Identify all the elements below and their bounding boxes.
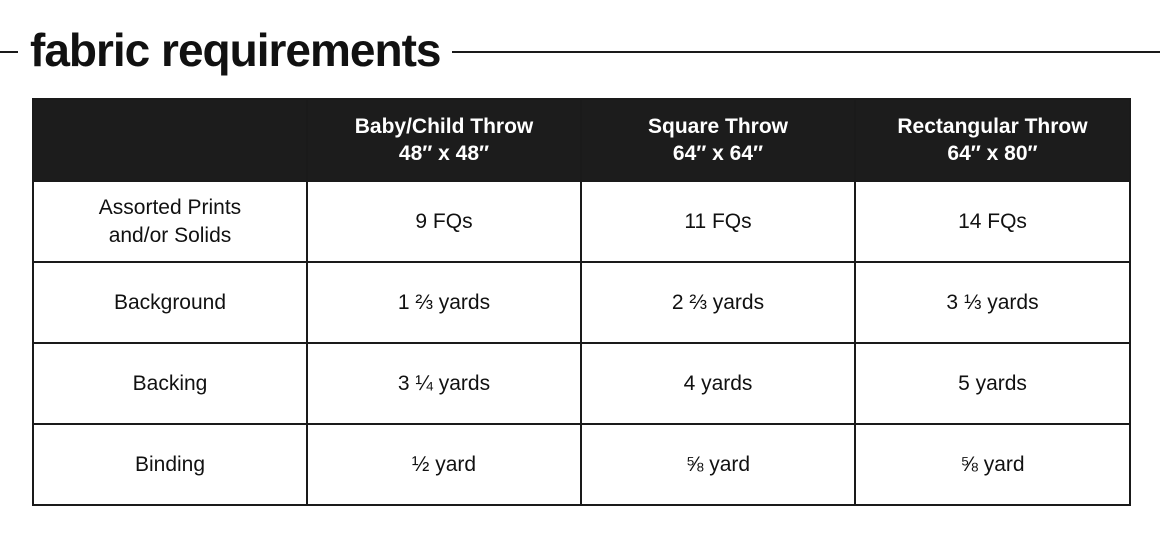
header-column-size: 64″ x 64″ (672, 142, 764, 165)
cell-value: 4 yards (580, 342, 856, 425)
table-row-backing: Backing 3 ¼ yards 4 yards 5 yards (32, 342, 1131, 425)
cell-value: ⅝ yard (580, 423, 856, 506)
header-column-size: 48″ x 48″ (398, 142, 490, 165)
cell-value: 3 ¼ yards (306, 342, 582, 425)
cell-value: ⅝ yard (854, 423, 1131, 506)
row-label-line2: and/or Solids (108, 223, 232, 247)
title-row: fabric requirements (0, 22, 1160, 78)
header-column-name: Rectangular Throw (897, 115, 1088, 138)
cell-value: 5 yards (854, 342, 1131, 425)
header-column-size: 64″ x 80″ (947, 142, 1038, 165)
cell-value: 3 ⅓ yards (854, 261, 1131, 344)
table-row-background: Background 1 ⅔ yards 2 ⅔ yards 3 ⅓ yards (32, 261, 1131, 344)
header-column-name: Baby/Child Throw (354, 115, 534, 138)
cell-value: 14 FQs (854, 180, 1131, 263)
page-title: fabric requirements (30, 24, 441, 76)
row-label: Assorted Prints and/or Solids (32, 180, 308, 263)
table-row-binding: Binding ½ yard ⅝ yard ⅝ yard (32, 423, 1131, 506)
fabric-requirements-table: Baby/Child Throw 48″ x 48″ Square Throw … (32, 98, 1131, 506)
title-rule-right (452, 51, 1160, 53)
title-rule-left (0, 51, 18, 53)
header-empty-cell (32, 98, 308, 182)
cell-value: 11 FQs (580, 180, 856, 263)
cell-value: 1 ⅔ yards (306, 261, 582, 344)
table-header-row: Baby/Child Throw 48″ x 48″ Square Throw … (32, 98, 1131, 182)
header-rectangular-throw: Rectangular Throw 64″ x 80″ (854, 98, 1131, 182)
cell-value: ½ yard (306, 423, 582, 506)
header-baby-child-throw: Baby/Child Throw 48″ x 48″ (306, 98, 582, 182)
cell-value: 2 ⅔ yards (580, 261, 856, 344)
header-column-name: Square Throw (647, 115, 789, 138)
row-label-line1: Assorted Prints (98, 195, 242, 219)
row-label: Backing (32, 342, 308, 425)
cell-value: 9 FQs (306, 180, 582, 263)
row-label: Background (32, 261, 308, 344)
header-square-throw: Square Throw 64″ x 64″ (580, 98, 856, 182)
row-label: Binding (32, 423, 308, 506)
table-row-assorted-prints: Assorted Prints and/or Solids 9 FQs 11 F… (32, 180, 1131, 263)
